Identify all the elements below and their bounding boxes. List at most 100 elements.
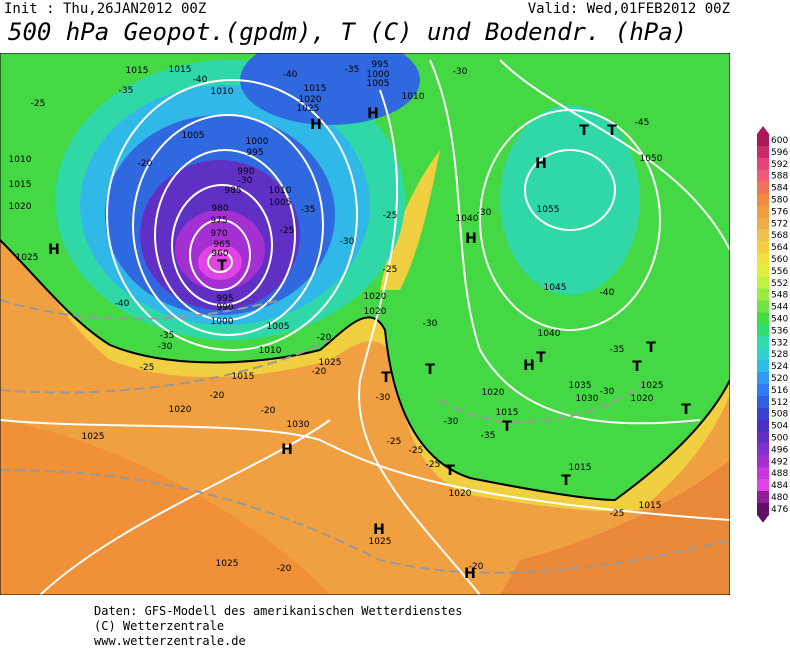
colorbar-label: 560 [771,255,788,265]
colorbar-label: 516 [771,386,788,396]
contour-label: -35 [345,65,360,75]
colorbar-label: 536 [771,326,788,336]
colorbar-swatch [757,229,769,242]
contour-label: 1025 [369,537,392,547]
footer-line: (C) Wetterzentrale [94,619,224,633]
colorbar-label: 552 [771,279,788,289]
pressure-center: T [646,340,656,356]
colorbar-swatch [757,241,769,254]
pressure-center: T [445,463,455,479]
pressure-center: T [381,370,391,386]
colorbar-swatch [757,491,769,504]
contour-label: 1020 [169,405,192,415]
pressure-center: T [607,123,617,139]
contour-label: -40 [283,70,298,80]
contour-label: 1010 [269,186,292,196]
contour-label: 1035 [569,381,592,391]
contour-label: 1010 [402,92,425,102]
contour-label: 995 [216,294,233,304]
contour-label: 1045 [544,283,567,293]
contour-label: 1015 [639,501,662,511]
contour-label: -25 [409,446,424,456]
colorbar-label: 544 [771,303,788,313]
colorbar-swatch [757,360,769,373]
contour-label: 1005 [367,79,390,89]
contour-label: -20 [469,562,484,572]
contour-label: 1025 [82,432,105,442]
colorbar-swatch [757,157,769,171]
contour-label: -35 [610,345,625,355]
contour-label: 1050 [640,154,663,164]
pressure-center: T [561,473,571,489]
colorbar-swatch [757,383,769,397]
contour-label: 1020 [449,489,472,499]
colorbar-label: 512 [771,398,788,408]
contour-label: 1015 [9,180,32,190]
colorbar-swatch [757,253,769,266]
contour-label: -25 [426,460,441,470]
colorbar-label: 568 [771,231,788,241]
contour-label: 1015 [126,66,149,76]
contour-label: 1015 [569,463,592,473]
pressure-center: T [632,359,642,375]
colorbar-label: 500 [771,434,788,444]
pressure-center: H [465,231,477,247]
colorbar-tip [757,126,769,134]
pressure-center: H [48,242,60,258]
contour-label: 1015 [496,408,519,418]
contour-label: -35 [301,205,316,215]
contour-label: 1020 [9,202,32,212]
contour-label: -30 [340,237,355,247]
pressure-center: T [425,362,435,378]
contour-label: 1005 [267,322,290,332]
contour-label: 1015 [169,65,192,75]
colorbar-swatch [757,300,769,313]
contour-label: 1030 [576,394,599,404]
colorbar-swatch [757,264,769,278]
colorbar-swatch [757,134,769,147]
colorbar-label: 572 [771,219,788,229]
pressure-center: T [579,123,589,139]
pressure-center: T [502,419,512,435]
colorbar-label: 564 [771,243,788,253]
colorbar-label: 592 [771,160,788,170]
contour-label: 980 [211,204,228,214]
footer-line: Daten: GFS-Modell des amerikanischen Wet… [94,604,462,618]
contour-label: -30 [444,417,459,427]
colorbar-label: 576 [771,207,788,217]
colorbar-swatch [757,431,769,444]
colorbar-label: 584 [771,184,788,194]
contour-label: -25 [140,363,155,373]
contour-label: -30 [238,176,253,186]
colorbar-label: 492 [771,457,788,467]
colorbar-swatch [757,395,769,409]
contour-label: -30 [477,208,492,218]
pressure-center: H [464,566,476,582]
contour-label: -30 [453,67,468,77]
map-title: 500 hPa Geopot.(gpdm), T (C) und Bodendr… [8,18,687,46]
contour-label: 965 [213,240,230,250]
colorbar-swatch [757,443,769,456]
contour-label: -30 [423,319,438,329]
contour-label: -30 [376,393,391,403]
contour-label: 1030 [287,420,310,430]
pressure-center: H [373,522,385,538]
contour-label: -25 [387,437,402,447]
contour-label: -25 [610,509,625,519]
colorbar-swatch [757,336,769,349]
contour-label: 1020 [631,394,654,404]
contour-label: 960 [211,249,228,259]
contour-label: 1055 [537,205,560,215]
colorbar-label: 484 [771,481,788,491]
colorbar-swatch [757,145,769,159]
pressure-center: H [310,117,322,133]
contour-label: -20 [277,564,292,574]
contour-label: 985 [224,186,241,196]
colorbar-swatch [757,276,769,290]
contour-label: 1010 [211,87,234,97]
contour-label: 1010 [9,155,32,165]
colorbar-swatch [757,169,769,183]
colorbar-swatch [757,479,769,492]
colorbar-label: 488 [771,469,788,479]
